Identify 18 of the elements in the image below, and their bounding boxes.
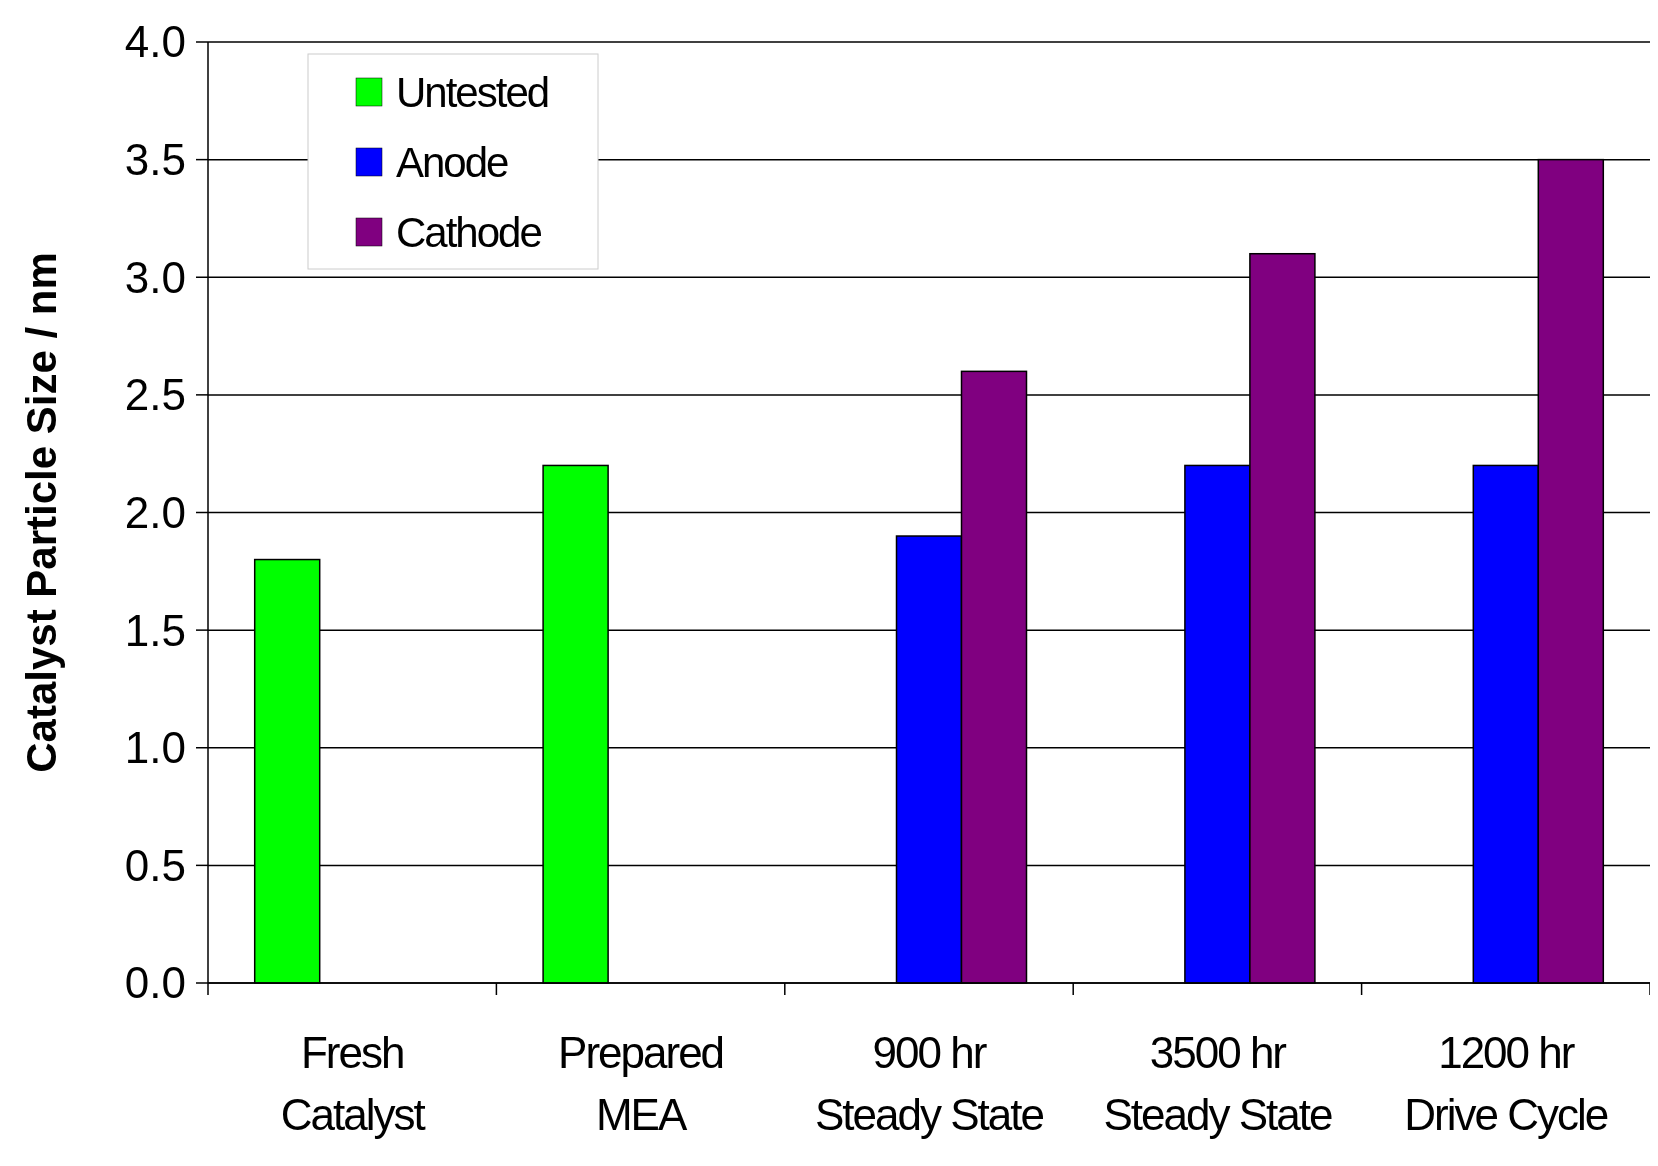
y-tick-label: 0.5 bbox=[124, 840, 186, 890]
x-tick-label: 1200 hr Drive Cycle bbox=[1404, 1028, 1608, 1139]
y-axis-title: Catalyst Particle Size / nm bbox=[18, 252, 65, 773]
y-tick-label: 1.0 bbox=[124, 723, 186, 773]
y-tick-label: 3.0 bbox=[124, 252, 186, 302]
x-tick-label: Prepared MEA bbox=[558, 1028, 724, 1139]
legend-label: Anode bbox=[396, 138, 509, 186]
x-tick-label: 900 hr Steady State bbox=[815, 1028, 1044, 1139]
y-tick-label: 0.0 bbox=[124, 958, 186, 1008]
legend-label: Cathode bbox=[396, 208, 542, 256]
y-tick-label: 2.0 bbox=[124, 487, 186, 537]
y-tick-label: 2.5 bbox=[124, 370, 186, 420]
x-tick-label: 3500 hr Steady State bbox=[1103, 1028, 1332, 1139]
x-tick-label: Fresh Catalyst bbox=[280, 1028, 426, 1139]
legend-label: Untested bbox=[396, 68, 549, 116]
y-tick-label: 1.5 bbox=[124, 605, 186, 655]
y-tick-label: 4.0 bbox=[124, 17, 186, 67]
y-tick-label: 3.5 bbox=[124, 135, 186, 185]
